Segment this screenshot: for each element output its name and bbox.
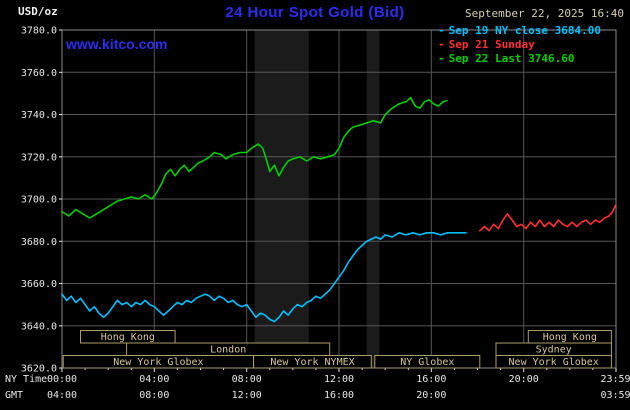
datetime-label: September 22, 2025 16:40 bbox=[465, 7, 624, 20]
legend-swatch: - bbox=[438, 38, 445, 51]
y-tick-label: 3780.0 bbox=[21, 26, 57, 37]
x-tick-label-gmt: 16:00 bbox=[324, 390, 354, 401]
x-tick-label-gmt: 12:00 bbox=[232, 390, 262, 401]
kitco-watermark-link[interactable]: www.kitco.com bbox=[66, 36, 168, 52]
session-label: New York Globex bbox=[113, 357, 203, 368]
y-tick-label: 3700.0 bbox=[21, 195, 57, 206]
x-tick-label-ny: 16:00 bbox=[416, 374, 446, 385]
legend-swatch: - bbox=[438, 24, 445, 37]
x-tick-label-ny: 08:00 bbox=[232, 374, 262, 385]
legend-label: Sep 21 Sunday bbox=[448, 38, 535, 51]
session-label: Hong Kong bbox=[101, 332, 155, 343]
session-label: Sydney bbox=[536, 345, 572, 356]
legend-item: - Sep 22 Last 3746.60 bbox=[438, 52, 601, 66]
legend-item: - Sep 21 Sunday bbox=[438, 38, 601, 52]
session-box bbox=[495, 355, 612, 369]
session-box bbox=[374, 355, 481, 369]
y-axis-unit-label: USD/oz bbox=[18, 5, 58, 18]
y-tick-label: 3640.0 bbox=[21, 321, 57, 332]
legend-label: Sep 22 Last 3746.60 bbox=[448, 52, 575, 65]
session-label: Hong Kong bbox=[543, 332, 597, 343]
y-tick-label: 3740.0 bbox=[21, 110, 57, 121]
session-label: New York NYMEX bbox=[270, 357, 354, 368]
legend-label: Sep 19 NY close 3684.00 bbox=[448, 24, 601, 37]
y-tick-label: 3760.0 bbox=[21, 68, 57, 79]
x-axis-row-label-nytime: NY Time bbox=[5, 374, 47, 385]
price-line-sep22 bbox=[61, 96, 448, 219]
y-tick-label: 3620.0 bbox=[21, 364, 57, 375]
session-label: NY Globex bbox=[400, 357, 454, 368]
price-line-sep19 bbox=[61, 232, 467, 323]
x-tick-label-gmt: 04:00 bbox=[47, 390, 77, 401]
x-tick-label-ny: 12:00 bbox=[324, 374, 354, 385]
x-tick-label-ny: 23:59 bbox=[600, 374, 630, 385]
y-tick-label: 3660.0 bbox=[21, 279, 57, 290]
x-tick-label-gmt: 20:00 bbox=[416, 390, 446, 401]
x-tick-label-gmt: 03:59 bbox=[600, 390, 630, 401]
session-box bbox=[253, 355, 372, 369]
price-line-sep21 bbox=[478, 204, 617, 232]
session-label: London bbox=[210, 345, 246, 356]
x-axis-row-label-gmt: GMT bbox=[5, 390, 23, 401]
y-tick-label: 3680.0 bbox=[21, 237, 57, 248]
x-tick-label-gmt: 08:00 bbox=[139, 390, 169, 401]
x-tick-label-ny: 20:00 bbox=[509, 374, 539, 385]
x-tick-label-ny: 00:00 bbox=[47, 374, 77, 385]
session-label: New York Globex bbox=[509, 357, 599, 368]
legend: - Sep 19 NY close 3684.00- Sep 21 Sunday - S… bbox=[438, 24, 601, 66]
legend-swatch: - bbox=[438, 52, 445, 65]
x-tick-label-ny: 04:00 bbox=[139, 374, 169, 385]
legend-item: - Sep 19 NY close 3684.00 bbox=[438, 24, 601, 38]
page-title: 24 Hour Spot Gold (Bid) bbox=[225, 4, 405, 21]
y-tick-label: 3720.0 bbox=[21, 152, 57, 163]
